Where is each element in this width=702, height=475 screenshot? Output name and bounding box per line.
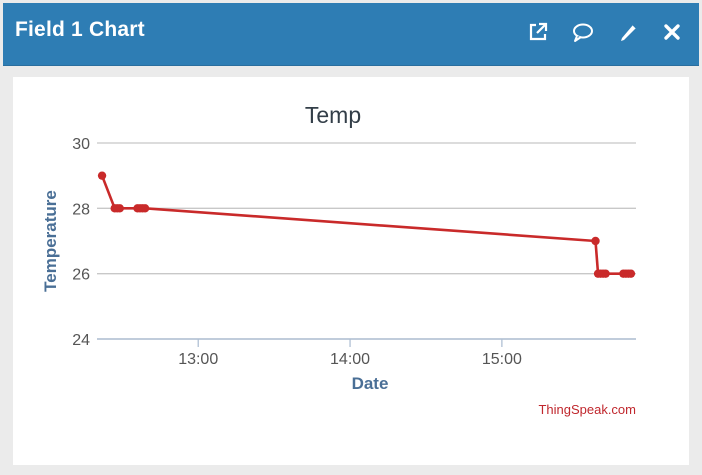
chart-panel: Temp 24 26 28 30 13:00 14:00 15:00 Temperatur… bbox=[13, 77, 689, 465]
temperature-data-point[interactable] bbox=[115, 204, 124, 213]
external-link-icon[interactable] bbox=[525, 19, 551, 45]
temp-line-chart: Temp 24 26 28 30 13:00 14:00 15:00 Temperatur… bbox=[41, 102, 636, 417]
x-axis-title: Date bbox=[352, 374, 389, 393]
pencil-icon[interactable] bbox=[615, 19, 641, 45]
temperature-data-point[interactable] bbox=[140, 204, 150, 213]
widget-header: Field 1 Chart bbox=[3, 3, 699, 66]
widget-title: Field 1 Chart bbox=[15, 18, 145, 41]
y-axis-title: Temperature bbox=[41, 190, 60, 292]
comment-icon[interactable] bbox=[570, 19, 596, 45]
temperature-data-point[interactable] bbox=[97, 171, 107, 180]
y-tick-label: 30 bbox=[72, 136, 90, 153]
temperature-data-point[interactable] bbox=[601, 269, 610, 278]
temperature-data-point[interactable] bbox=[591, 236, 600, 246]
temperature-series-line bbox=[100, 175, 631, 275]
chart-title: Temp bbox=[305, 102, 361, 128]
close-icon[interactable] bbox=[659, 19, 685, 45]
thingspeak-credit-link[interactable]: ThingSpeak.com bbox=[538, 402, 636, 417]
y-tick-label: 24 bbox=[72, 332, 90, 349]
y-tick-label: 26 bbox=[72, 267, 90, 284]
x-tick-label: 15:00 bbox=[482, 351, 522, 368]
chart-widget: Field 1 Chart bbox=[3, 3, 699, 472]
y-tick-label: 28 bbox=[72, 201, 90, 218]
x-tick-label: 13:00 bbox=[178, 351, 218, 368]
x-tick-label: 14:00 bbox=[330, 351, 370, 368]
temperature-data-point[interactable] bbox=[626, 269, 636, 278]
